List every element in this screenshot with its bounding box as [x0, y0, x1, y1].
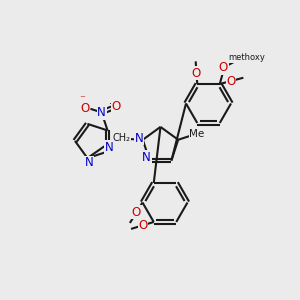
Text: O: O — [80, 102, 90, 115]
Text: O: O — [111, 100, 121, 113]
Text: Me: Me — [189, 129, 204, 140]
Text: O: O — [132, 206, 141, 219]
Text: O: O — [192, 67, 201, 80]
Text: N: N — [135, 132, 144, 145]
Text: O: O — [226, 74, 236, 88]
Text: O: O — [219, 61, 228, 74]
Text: CH₂: CH₂ — [112, 133, 130, 143]
Text: N: N — [97, 106, 106, 119]
Text: +: + — [108, 99, 116, 109]
Text: N: N — [105, 141, 113, 154]
Text: methoxy: methoxy — [228, 53, 265, 62]
Text: N: N — [142, 151, 151, 164]
Text: N: N — [85, 156, 93, 169]
Text: O: O — [138, 219, 148, 232]
Text: ⁻: ⁻ — [80, 94, 86, 104]
